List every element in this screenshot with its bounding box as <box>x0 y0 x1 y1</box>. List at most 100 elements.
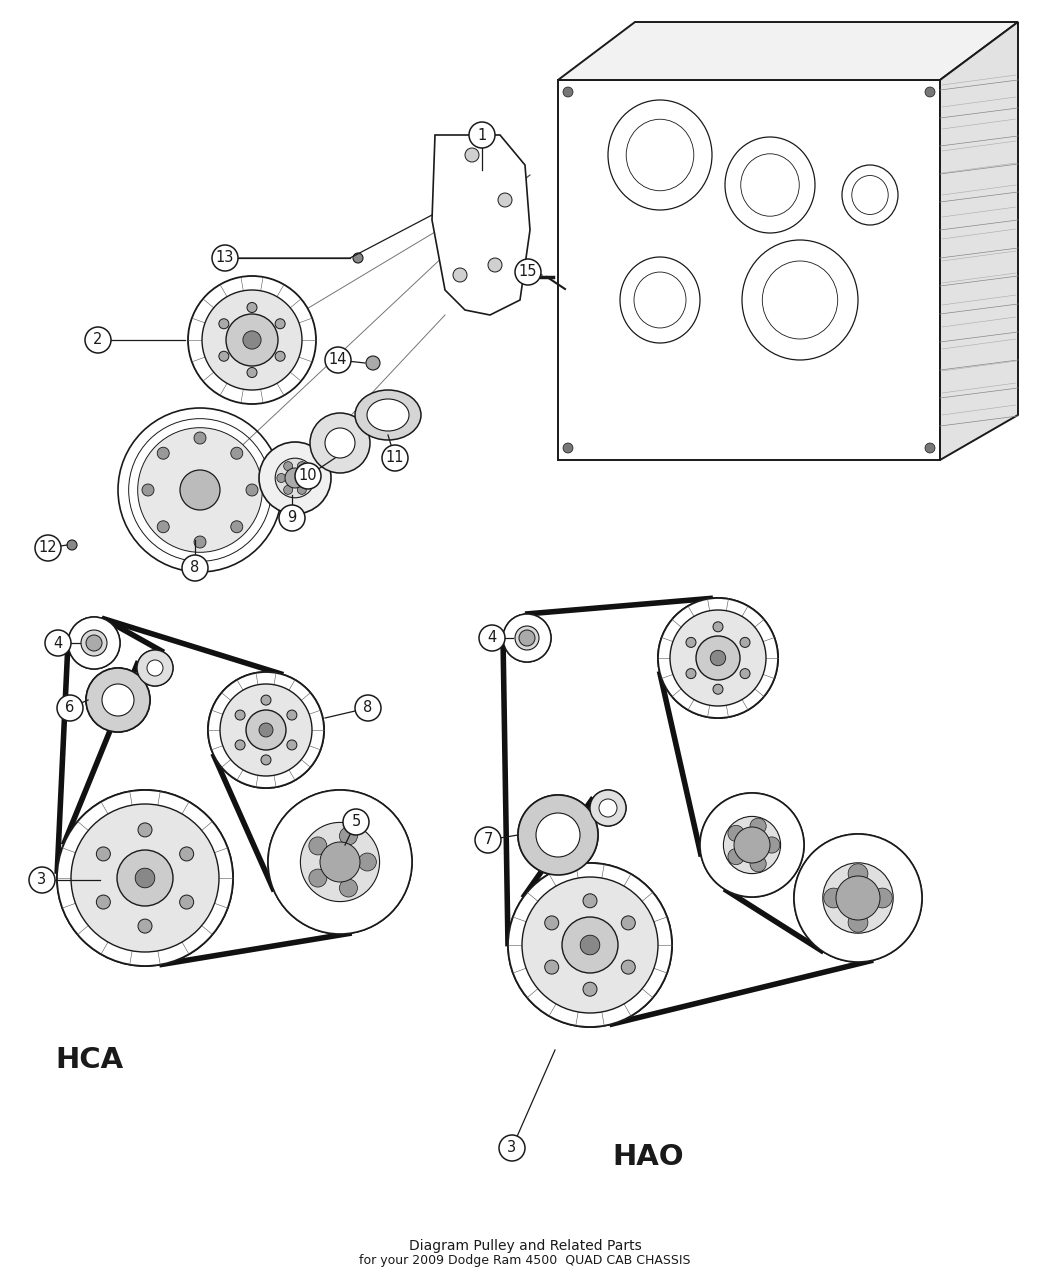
Circle shape <box>320 842 360 882</box>
Circle shape <box>97 847 110 861</box>
Circle shape <box>268 790 412 935</box>
Circle shape <box>284 486 293 495</box>
Circle shape <box>686 668 696 678</box>
Circle shape <box>135 868 154 887</box>
Circle shape <box>86 668 150 732</box>
Circle shape <box>275 351 286 361</box>
Circle shape <box>622 960 635 974</box>
Circle shape <box>188 275 316 404</box>
Circle shape <box>873 889 892 908</box>
Circle shape <box>85 326 111 353</box>
Text: 8: 8 <box>363 700 373 715</box>
Circle shape <box>97 847 110 861</box>
Circle shape <box>713 685 723 694</box>
Circle shape <box>522 877 658 1014</box>
Circle shape <box>622 960 635 974</box>
Circle shape <box>97 895 110 909</box>
Circle shape <box>353 252 363 263</box>
Text: HCA: HCA <box>55 1046 123 1074</box>
Circle shape <box>925 87 934 97</box>
Circle shape <box>514 626 539 650</box>
Circle shape <box>142 484 154 496</box>
Circle shape <box>545 915 559 929</box>
Circle shape <box>220 683 312 776</box>
Circle shape <box>218 351 229 361</box>
Circle shape <box>728 825 744 842</box>
Circle shape <box>794 834 922 963</box>
Circle shape <box>246 710 286 750</box>
Circle shape <box>297 462 307 470</box>
Circle shape <box>723 816 780 873</box>
Circle shape <box>231 520 243 533</box>
Circle shape <box>583 894 597 908</box>
Circle shape <box>309 836 327 856</box>
Circle shape <box>287 740 297 750</box>
Text: 3: 3 <box>38 872 46 887</box>
Circle shape <box>503 615 551 662</box>
Circle shape <box>247 302 257 312</box>
Circle shape <box>261 755 271 765</box>
Circle shape <box>279 505 304 530</box>
Circle shape <box>836 876 880 921</box>
Circle shape <box>277 473 286 482</box>
Circle shape <box>545 960 559 974</box>
Circle shape <box>235 740 245 750</box>
Circle shape <box>326 428 355 458</box>
Circle shape <box>750 856 766 872</box>
Circle shape <box>536 813 580 857</box>
Circle shape <box>295 463 321 490</box>
Circle shape <box>469 122 495 148</box>
Circle shape <box>182 555 208 581</box>
Circle shape <box>67 541 77 550</box>
Circle shape <box>713 622 723 632</box>
Circle shape <box>581 935 600 955</box>
Circle shape <box>208 672 324 788</box>
Circle shape <box>208 672 324 788</box>
Circle shape <box>925 442 934 453</box>
Circle shape <box>138 919 152 933</box>
Text: 7: 7 <box>483 833 492 848</box>
Circle shape <box>136 650 173 686</box>
Circle shape <box>45 630 71 657</box>
Circle shape <box>297 486 307 495</box>
Circle shape <box>287 710 297 720</box>
Circle shape <box>848 863 868 884</box>
Circle shape <box>57 695 83 720</box>
Circle shape <box>259 723 273 737</box>
Circle shape <box>848 863 868 884</box>
Circle shape <box>35 536 61 561</box>
Circle shape <box>235 710 245 720</box>
Circle shape <box>686 668 696 678</box>
Circle shape <box>194 432 206 444</box>
Circle shape <box>823 863 894 933</box>
Text: 12: 12 <box>39 541 58 556</box>
Circle shape <box>304 473 313 482</box>
Circle shape <box>285 468 304 488</box>
Text: 4: 4 <box>54 635 63 650</box>
Circle shape <box>728 825 744 842</box>
Circle shape <box>180 895 193 909</box>
Circle shape <box>750 819 766 834</box>
Circle shape <box>235 740 245 750</box>
Circle shape <box>658 598 778 718</box>
Circle shape <box>518 796 598 875</box>
Circle shape <box>86 635 102 652</box>
Circle shape <box>138 822 152 836</box>
Circle shape <box>488 258 502 272</box>
Circle shape <box>246 484 258 496</box>
Circle shape <box>366 356 380 370</box>
Circle shape <box>355 695 381 720</box>
Circle shape <box>710 650 726 666</box>
Circle shape <box>259 442 331 514</box>
Circle shape <box>583 982 597 996</box>
Polygon shape <box>432 135 530 315</box>
Circle shape <box>97 895 110 909</box>
Circle shape <box>287 740 297 750</box>
Circle shape <box>734 827 770 863</box>
Circle shape <box>300 822 380 901</box>
Circle shape <box>358 853 376 871</box>
Circle shape <box>536 813 580 857</box>
Circle shape <box>220 683 312 776</box>
Circle shape <box>670 609 766 706</box>
Circle shape <box>696 636 740 680</box>
